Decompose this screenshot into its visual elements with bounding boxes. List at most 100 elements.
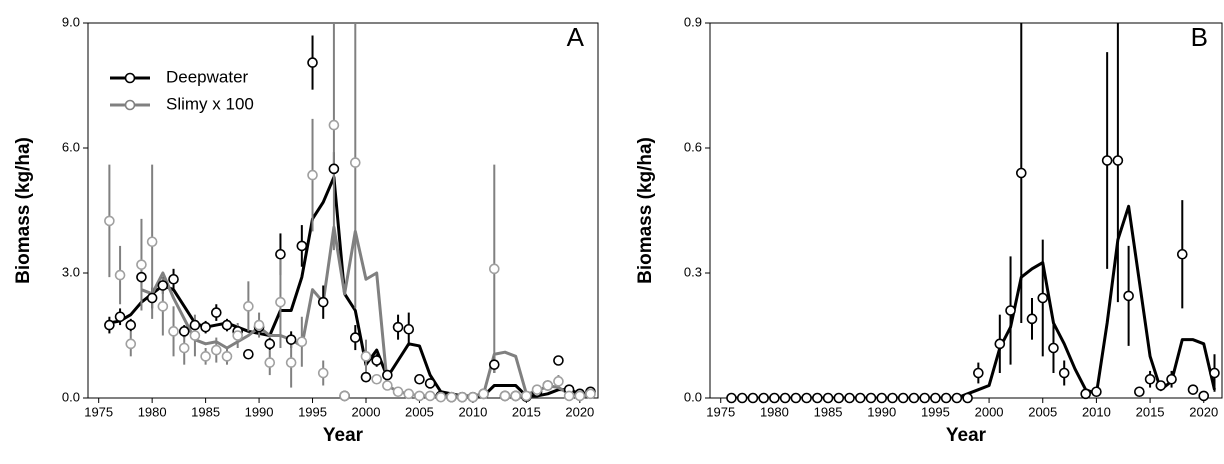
point	[221, 319, 233, 331]
y-tick-label: 0.0	[684, 389, 702, 404]
point	[392, 386, 404, 398]
point	[178, 326, 190, 337]
point	[553, 376, 564, 387]
point	[478, 388, 489, 400]
point	[296, 240, 308, 252]
legend-text: Slimy x 100	[166, 94, 254, 113]
point	[887, 392, 898, 404]
point	[726, 392, 737, 404]
panel: 0.0 3.0 6.0 9.0 1975 1980 1985 1990 1995 2000 2005…	[13, 14, 599, 446]
point	[275, 248, 286, 260]
point	[168, 273, 179, 285]
point	[1123, 290, 1134, 302]
x-tick-label: 2005	[1028, 404, 1057, 419]
point	[951, 392, 963, 404]
point	[542, 380, 554, 391]
point	[382, 380, 393, 391]
point	[940, 392, 952, 404]
point	[1037, 292, 1049, 304]
point	[189, 319, 201, 331]
point	[812, 392, 823, 404]
x-tick-label: 2010	[1082, 404, 1111, 419]
point	[758, 392, 769, 404]
point	[136, 271, 147, 283]
point	[328, 119, 340, 131]
point	[1187, 384, 1199, 395]
point	[1058, 367, 1070, 379]
point	[339, 390, 350, 402]
point	[779, 392, 791, 404]
point	[392, 321, 404, 333]
x-axis-title: Year	[946, 425, 987, 446]
y-axis-title: Biomass (kg/ha)	[13, 137, 34, 284]
point	[488, 263, 500, 275]
x-tick-label: 1980	[138, 404, 167, 419]
point	[157, 280, 169, 291]
point	[790, 392, 802, 404]
point	[253, 319, 265, 331]
x-tick-label: 2005	[405, 404, 434, 419]
point	[403, 388, 415, 400]
x-tick-label: 1985	[191, 404, 220, 419]
point	[456, 391, 468, 403]
point	[349, 332, 361, 343]
legend-text: Deepwater	[166, 67, 249, 86]
x-tick-label: 1980	[760, 404, 789, 419]
point	[285, 357, 297, 368]
point	[1005, 305, 1016, 316]
point	[446, 391, 457, 403]
x-tick-label: 1995	[921, 404, 950, 419]
point	[844, 392, 855, 404]
point	[521, 390, 532, 402]
point	[563, 390, 575, 402]
x-tick-label: 1975	[706, 404, 735, 419]
point	[435, 391, 447, 403]
point	[574, 390, 586, 402]
y-axis-title: Biomass (kg/ha)	[635, 137, 656, 284]
point	[211, 307, 222, 318]
point	[467, 391, 479, 403]
point	[371, 355, 382, 366]
plot-frame	[709, 22, 1223, 399]
point	[962, 392, 973, 404]
point	[221, 351, 233, 362]
point	[1198, 390, 1210, 402]
point	[1080, 388, 1091, 400]
point	[104, 215, 115, 227]
point	[1134, 386, 1145, 398]
point	[232, 330, 243, 341]
point	[360, 351, 372, 362]
point	[1112, 155, 1124, 166]
fit-line	[109, 175, 591, 398]
x-axis-title: Year	[323, 425, 364, 446]
point	[382, 369, 393, 381]
y-tick-label: 6.0	[62, 139, 80, 154]
x-tick-label: 1990	[867, 404, 896, 419]
y-tick-label: 9.0	[62, 14, 80, 29]
point	[146, 236, 158, 248]
point	[349, 157, 361, 168]
x-tick-label: 2000	[352, 404, 381, 419]
panel-label: B	[1191, 22, 1208, 52]
point	[488, 359, 500, 370]
point	[865, 392, 877, 404]
y-tick-label: 0.0	[62, 389, 80, 404]
point	[414, 390, 425, 402]
point	[189, 330, 201, 341]
point	[822, 392, 834, 404]
panel-label: A	[567, 22, 585, 52]
y-tick-label: 0.3	[684, 264, 702, 279]
point	[125, 319, 137, 331]
point	[585, 388, 596, 400]
point	[243, 301, 254, 312]
point	[317, 296, 329, 308]
legend-marker	[124, 72, 136, 84]
point	[510, 390, 521, 402]
x-tick-label: 2010	[458, 404, 487, 419]
point	[264, 357, 276, 368]
y-tick-label: 0.6	[684, 139, 702, 154]
point	[994, 338, 1006, 350]
point	[178, 342, 190, 354]
x-tick-label: 2020	[565, 404, 594, 419]
point	[317, 367, 329, 379]
